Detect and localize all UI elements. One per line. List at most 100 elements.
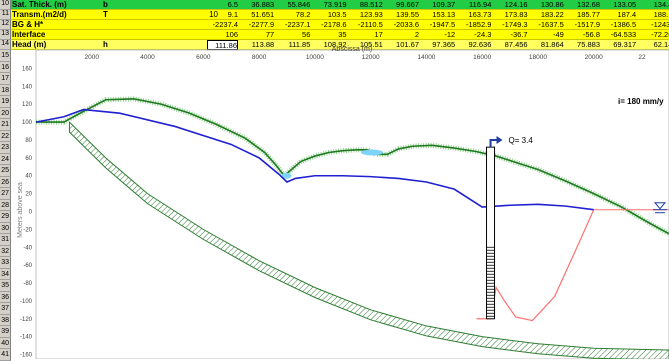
table-cell[interactable]: -49 xyxy=(552,30,564,39)
table-cell[interactable]: 2 xyxy=(414,30,419,39)
row-number[interactable]: 34 xyxy=(0,268,11,280)
row-number[interactable]: 12 xyxy=(0,20,11,30)
row-number[interactable]: 30 xyxy=(0,222,11,234)
row-number[interactable]: 16 xyxy=(0,61,11,73)
table-cell[interactable]: 17 xyxy=(374,30,383,39)
table-cell[interactable]: -36.7 xyxy=(510,30,528,39)
table-cell[interactable]: 35 xyxy=(338,30,347,39)
table-cell[interactable]: 51.651 xyxy=(251,10,275,19)
row-number[interactable]: 15 xyxy=(0,50,11,62)
row-number[interactable]: 39 xyxy=(0,326,11,338)
table-cell[interactable]: -64.533 xyxy=(610,30,637,39)
table-cell[interactable]: 123.93 xyxy=(359,10,383,19)
row-label[interactable]: Interface xyxy=(12,30,46,39)
table-cell[interactable]: 113.88 xyxy=(251,40,275,49)
row-number[interactable]: 13 xyxy=(0,30,11,40)
table-cell[interactable]: -1243. xyxy=(651,20,669,29)
table-cell[interactable]: 183.22 xyxy=(540,10,564,19)
table-cell[interactable]: -1852.9 xyxy=(465,20,492,29)
table-cell[interactable]: 116.94 xyxy=(469,0,492,9)
table-cell[interactable]: 124.16 xyxy=(504,0,528,9)
table-cell[interactable]: 6.5 xyxy=(227,0,238,9)
row-number[interactable]: 24 xyxy=(0,153,11,165)
table-cell[interactable]: 9.1 xyxy=(227,10,238,19)
table-cell[interactable]: 185.77 xyxy=(577,10,600,19)
row-number[interactable]: 22 xyxy=(0,130,11,142)
row-number[interactable]: 40 xyxy=(0,337,11,349)
row-number[interactable]: 32 xyxy=(0,245,11,257)
table-cell[interactable]: 62.14 xyxy=(653,40,669,49)
table-cell[interactable]: 73.919 xyxy=(323,0,347,9)
row-number[interactable]: 18 xyxy=(0,84,11,96)
row-number[interactable]: 10 xyxy=(0,0,11,10)
table-cell[interactable]: 88.512 xyxy=(359,0,383,9)
table-cell[interactable]: 81.864 xyxy=(540,40,564,49)
table-cell[interactable]: -12 xyxy=(444,30,456,39)
row-unit[interactable]: T xyxy=(103,10,108,19)
table-cell[interactable]: -2237.4 xyxy=(212,20,238,29)
table-cell[interactable]: -2237.1 xyxy=(284,20,311,29)
table-cell[interactable]: 56 xyxy=(302,30,311,39)
table-cell[interactable]: 134.4 xyxy=(653,0,669,9)
row-label[interactable]: Sat. Thick. (m) xyxy=(12,0,67,9)
table-cell[interactable]: 105.51 xyxy=(359,40,383,49)
table-cell[interactable]: 69.317 xyxy=(613,40,637,49)
table-cell[interactable]: 77 xyxy=(265,30,275,39)
row-unit[interactable]: b xyxy=(103,0,108,9)
table-cell[interactable]: 132.68 xyxy=(577,0,600,9)
table-cell[interactable]: 87.456 xyxy=(504,40,528,49)
table-cell[interactable]: -1637.5 xyxy=(538,20,564,29)
table-cell[interactable]: 75.883 xyxy=(577,40,600,49)
row-number[interactable]: 29 xyxy=(0,211,11,223)
table-cell[interactable]: 173.83 xyxy=(504,10,528,19)
table-cell[interactable]: 106 xyxy=(225,30,238,39)
row-label[interactable]: Transm.(m2/d) xyxy=(12,10,67,19)
table-cell[interactable]: 78.2 xyxy=(295,10,311,19)
table-cell[interactable]: 133.05 xyxy=(613,0,637,9)
row-label[interactable]: Head (m) xyxy=(12,40,47,49)
row-number[interactable]: 37 xyxy=(0,303,11,315)
table-cell[interactable]: 163.73 xyxy=(468,10,492,19)
table-cell[interactable]: -72.26 xyxy=(651,30,669,39)
row-number[interactable]: 33 xyxy=(0,257,11,269)
row-number[interactable]: 35 xyxy=(0,280,11,292)
table-cell[interactable]: -56.8 xyxy=(582,30,600,39)
table-cell[interactable]: 153.13 xyxy=(432,10,456,19)
row-label[interactable]: BG & H* xyxy=(12,20,44,29)
row-number[interactable]: 19 xyxy=(0,96,11,108)
row-number[interactable]: 36 xyxy=(0,291,11,303)
row-number[interactable]: 14 xyxy=(0,40,11,50)
table-cell[interactable]: -2110.5 xyxy=(357,20,383,29)
row-unit[interactable]: h xyxy=(103,40,108,49)
row-number[interactable]: 11 xyxy=(0,10,11,20)
table-cell[interactable]: -2178.6 xyxy=(321,20,347,29)
table-cell[interactable]: 55.846 xyxy=(287,0,311,9)
table-cell[interactable]: 111.85 xyxy=(288,40,311,49)
row-number[interactable]: 27 xyxy=(0,188,11,200)
table-cell[interactable]: 130.86 xyxy=(540,0,564,9)
table-cell[interactable]: 92.636 xyxy=(468,40,492,49)
row-number[interactable]: 17 xyxy=(0,73,11,85)
table-cell[interactable]: -1947.5 xyxy=(429,20,456,29)
table-cell[interactable]: 99.667 xyxy=(396,0,419,9)
row-number[interactable]: 25 xyxy=(0,165,11,177)
row-number[interactable]: 21 xyxy=(0,119,11,131)
table-cell[interactable]: 109.37 xyxy=(432,0,456,9)
table-cell[interactable]: 36.883 xyxy=(251,0,275,9)
row-number[interactable]: 23 xyxy=(0,142,11,154)
row-number[interactable]: 26 xyxy=(0,176,11,188)
row-parameter[interactable]: 10 xyxy=(209,10,218,19)
table-cell[interactable]: -2033.6 xyxy=(393,20,419,29)
table-cell[interactable]: 187.4 xyxy=(617,10,637,19)
row-number[interactable]: 28 xyxy=(0,199,11,211)
table-cell[interactable]: -1749.3 xyxy=(502,20,528,29)
row-number[interactable]: 20 xyxy=(0,107,11,119)
table-cell[interactable]: -2277.9 xyxy=(248,20,275,29)
table-cell[interactable]: 188.1 xyxy=(653,10,669,19)
table-cell[interactable]: -1517.9 xyxy=(574,20,600,29)
row-number[interactable]: 31 xyxy=(0,234,11,246)
table-cell[interactable]: 101.67 xyxy=(396,40,419,49)
table-cell[interactable]: 103.5 xyxy=(327,10,347,19)
table-cell[interactable]: -24.3 xyxy=(474,30,492,39)
row-number[interactable]: 38 xyxy=(0,314,11,326)
